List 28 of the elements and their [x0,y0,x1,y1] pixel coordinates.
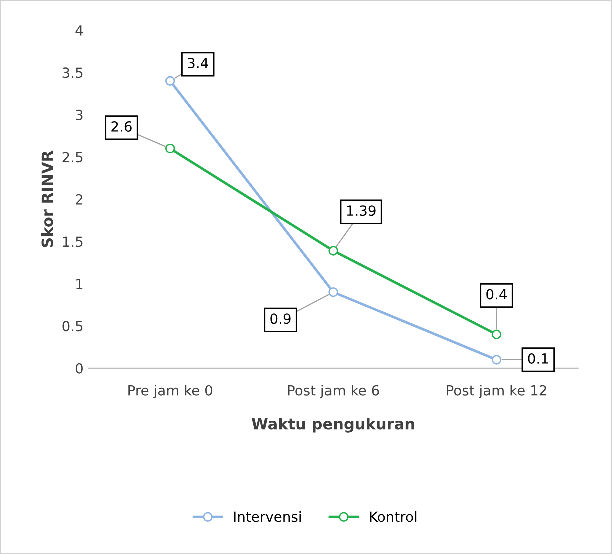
y-tick-label: 1.5 [63,236,83,248]
point [328,288,338,298]
y-tick-label: 2 [76,194,82,205]
data-label: 0.9 [270,314,291,324]
data-label: 3.4 [188,58,208,69]
y-tick-label: 0.5 [62,321,83,332]
y-tick-label: 3.5 [62,68,83,78]
legend-label: Kontrol [370,511,417,522]
y-tick-label: 4 [76,26,84,36]
data-label: 0.4 [486,289,508,300]
data-label: 0.1 [528,353,548,364]
y-tick-label: 1 [76,279,83,290]
x-axis-title: Waktu pengukuran [252,418,414,433]
y-tick-label: 2.5 [62,152,83,163]
x-tick-label: Post jam ke 12 [447,385,546,399]
x-tick-label: Post jam ke 6 [288,385,380,399]
data-label: 1.39 [347,206,376,216]
y-tick-label: 3 [76,110,83,120]
point [328,246,338,256]
y-tick-label: 0 [76,363,83,374]
x-tick-label: Pre jam ke 0 [128,385,212,399]
y-axis-title: Skor RINVR [41,150,54,248]
point [492,330,502,340]
point [165,144,176,154]
data-label: 2.6 [112,121,132,132]
legend-label: Intervensi [234,511,301,522]
point [492,355,502,365]
point [165,76,176,86]
